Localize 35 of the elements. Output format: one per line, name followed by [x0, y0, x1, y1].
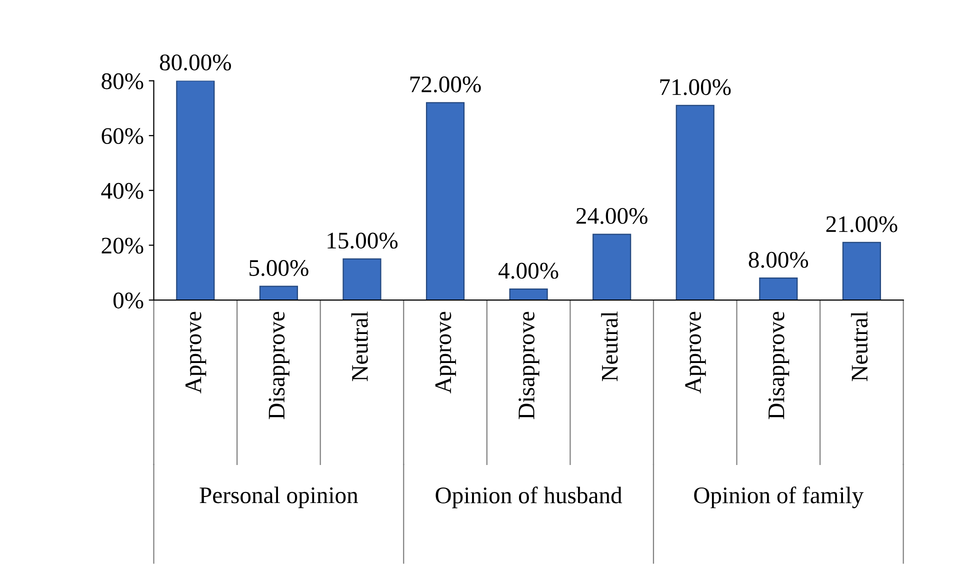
text: Opinion of family — [694, 486, 864, 508]
data-label: 21.00% — [826, 216, 898, 232]
x-tick-label: Approve — [185, 312, 206, 394]
data-label: 8.00% — [748, 252, 808, 268]
bar — [842, 242, 881, 300]
data-label: 80.00% — [160, 54, 231, 71]
bar — [592, 234, 632, 300]
x-tick-label: Disapprove — [268, 312, 290, 420]
x-tick-label: Approve — [685, 312, 706, 394]
data-label: 15.00% — [328, 232, 398, 249]
data-label: 4.00% — [498, 262, 558, 279]
y-tick-label: 60% — [102, 128, 144, 144]
data-label: 24.00% — [576, 208, 648, 224]
x-tick-label: Neutral — [351, 311, 368, 382]
bar — [759, 278, 798, 300]
data-label: 72.00% — [410, 76, 481, 92]
x-tick-label: Disapprove — [768, 312, 790, 420]
x-tick-label: Approve — [435, 312, 456, 394]
bar — [509, 288, 548, 300]
text: Personal opinion — [200, 486, 358, 508]
data-label: 5.00% — [250, 260, 308, 276]
text: Opinion of husband — [436, 486, 622, 508]
bar — [342, 258, 382, 300]
y-tick-label: 80% — [102, 73, 144, 90]
bar — [259, 286, 298, 300]
x-tick-label: Neutral — [601, 311, 618, 382]
bar — [176, 80, 215, 300]
x-tick-label: Neutral — [850, 311, 868, 382]
x-tick-label: Disapprove — [518, 312, 540, 420]
data-label: 71.00% — [660, 79, 731, 96]
bar — [426, 102, 465, 300]
bar — [676, 104, 714, 300]
y-tick-label: 40% — [101, 182, 144, 199]
y-tick-label: 0% — [113, 292, 144, 309]
y-tick-label: 20% — [102, 238, 144, 254]
